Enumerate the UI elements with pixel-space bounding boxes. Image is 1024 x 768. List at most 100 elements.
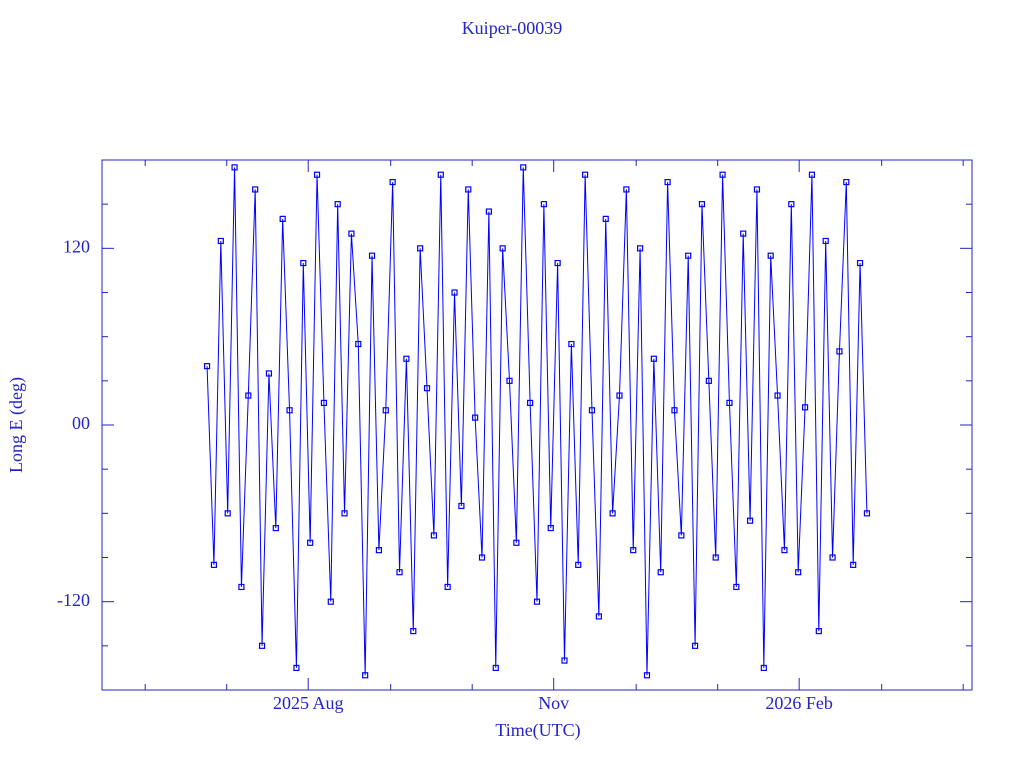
- data-point: [533, 598, 541, 605]
- data-point: [286, 407, 293, 414]
- data-point: [685, 252, 692, 259]
- data-point: [808, 171, 816, 178]
- data-point: [293, 664, 300, 672]
- data-point: [252, 186, 259, 193]
- data-point: [554, 259, 561, 267]
- data-point: [588, 407, 596, 414]
- data-point: [313, 171, 321, 178]
- data-point: [437, 171, 444, 178]
- data-point: [719, 171, 726, 178]
- data-point: [341, 510, 348, 517]
- data-point: [307, 539, 314, 546]
- data-point: [499, 245, 506, 252]
- data-point: [417, 245, 424, 252]
- data-point: [410, 628, 417, 635]
- data-point: [774, 392, 781, 399]
- data-point: [781, 547, 788, 554]
- data-point: [444, 583, 451, 591]
- data-point: [575, 561, 582, 568]
- data-point: [767, 252, 774, 259]
- data-point: [348, 230, 355, 237]
- data-line: [206, 167, 868, 676]
- data-point: [513, 539, 520, 546]
- data-point: [698, 201, 706, 208]
- data-point: [362, 672, 369, 679]
- data-point: [829, 554, 836, 561]
- data-point: [801, 404, 809, 411]
- data-point: [389, 178, 396, 186]
- data-point: [485, 208, 492, 215]
- data-point: [258, 642, 266, 649]
- data-point: [506, 377, 513, 384]
- data-point: [650, 355, 657, 362]
- data-point: [836, 348, 843, 355]
- data-point: [423, 385, 431, 392]
- data-point: [733, 583, 740, 591]
- data-point: [643, 672, 651, 679]
- data-point: [863, 510, 871, 517]
- data-point: [279, 215, 286, 222]
- data-point: [616, 392, 623, 399]
- data-point: [472, 414, 479, 421]
- data-point: [671, 407, 678, 414]
- x-tick-label: 2026 Feb: [765, 693, 833, 713]
- data-point: [822, 237, 829, 245]
- data-point: [430, 532, 437, 539]
- data-point: [224, 510, 231, 517]
- y-tick-label: 120: [63, 236, 90, 256]
- data-point: [595, 613, 602, 620]
- data-point: [691, 642, 699, 649]
- data-point: [602, 215, 609, 222]
- data-point: [746, 517, 754, 524]
- data-point: [334, 201, 341, 208]
- y-tick-label: 00: [72, 413, 90, 433]
- data-point: [568, 340, 575, 348]
- data-point: [265, 370, 273, 377]
- data-point: [850, 561, 857, 568]
- data-point: [609, 510, 616, 517]
- data-point: [623, 186, 630, 193]
- data-point: [375, 547, 383, 554]
- x-tick-label: Nov: [538, 693, 569, 713]
- data-point: [355, 340, 362, 348]
- data-point: [382, 407, 389, 414]
- data-point: [327, 598, 334, 605]
- y-axis-label: Long E (deg): [6, 377, 27, 473]
- data-point: [210, 561, 218, 568]
- chart-title: Kuiper-00039: [462, 18, 563, 38]
- data-point: [203, 363, 211, 370]
- data-point: [245, 392, 252, 399]
- data-point: [520, 164, 527, 171]
- data-point: [231, 164, 238, 171]
- y-tick-label: -120: [57, 590, 90, 610]
- x-axis-label: Time(UTC): [495, 720, 580, 741]
- data-point: [300, 259, 307, 267]
- data-point: [760, 664, 767, 672]
- data-point: [217, 237, 224, 245]
- data-point: [561, 657, 568, 664]
- data-point: [705, 377, 712, 384]
- data-point: [451, 289, 458, 296]
- data-point: [815, 628, 822, 635]
- data-point: [238, 583, 245, 591]
- data-point: [788, 201, 795, 208]
- data-point: [753, 186, 761, 193]
- data-point: [272, 524, 279, 532]
- data-point: [657, 569, 664, 576]
- data-point: [527, 399, 534, 407]
- data-point: [320, 399, 328, 407]
- data-point: [478, 554, 486, 561]
- data-point: [396, 569, 403, 576]
- data-point: [637, 245, 644, 252]
- data-point: [582, 171, 589, 178]
- data-point: [630, 547, 637, 554]
- data-point: [664, 178, 671, 186]
- data-point: [540, 201, 547, 208]
- data-point: [368, 252, 376, 259]
- data-point: [492, 664, 499, 672]
- plot-frame: [101, 159, 973, 691]
- data-point: [726, 399, 733, 407]
- data-point: [795, 569, 802, 576]
